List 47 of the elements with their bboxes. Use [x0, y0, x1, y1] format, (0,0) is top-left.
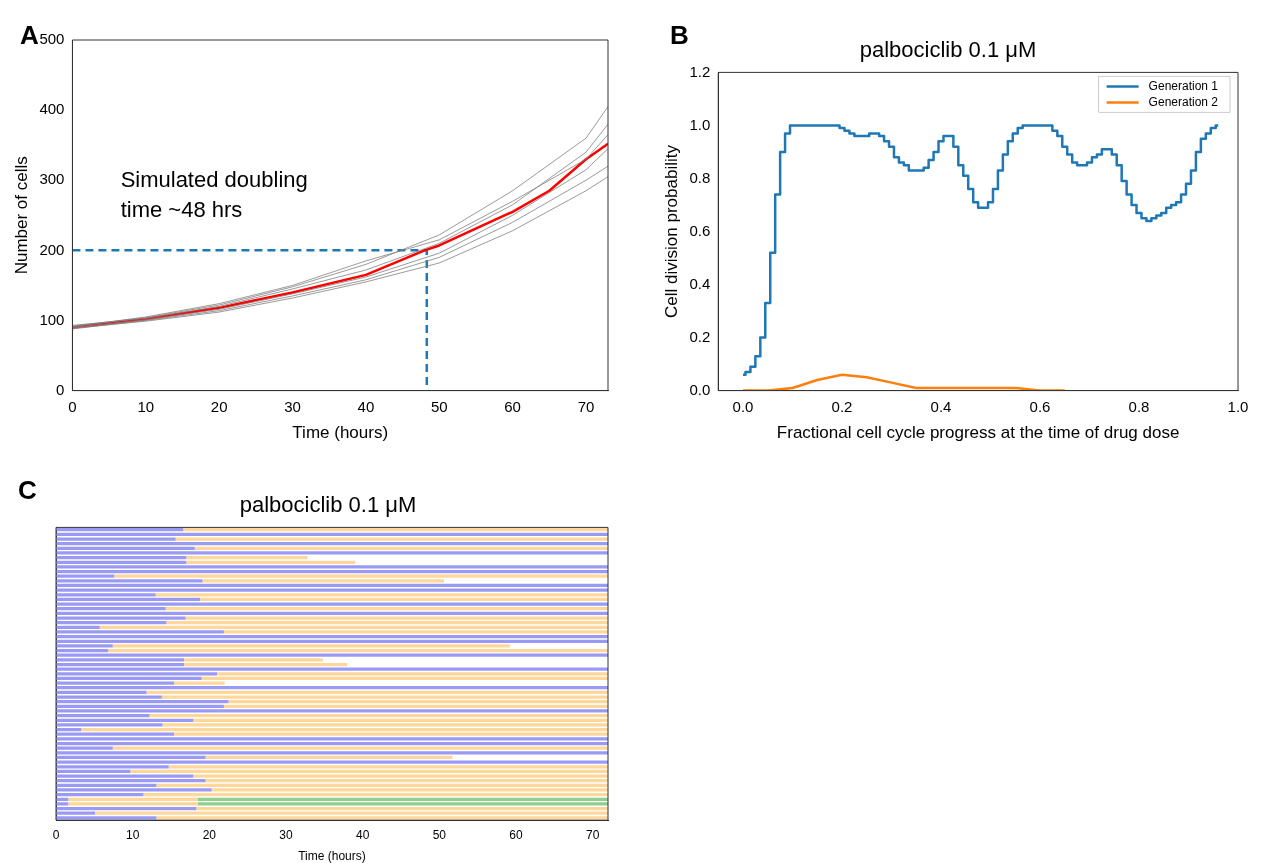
y-tick-label: 1.0: [689, 115, 711, 133]
text: B: [670, 20, 689, 51]
x-tick-label: 0: [68, 397, 77, 415]
x-tick-label: 60: [509, 827, 523, 842]
x-tick-label: 0.0: [732, 397, 754, 415]
y-tick-label: 0.2: [689, 327, 711, 345]
text: C: [18, 475, 37, 506]
x-tick-label: 0.6: [1029, 397, 1051, 415]
x-tick-label: 40: [355, 827, 370, 842]
y-tick-label: 1.2: [689, 62, 711, 80]
x-tick-label: 50: [430, 397, 448, 415]
x-tick-label: 70: [585, 827, 600, 842]
y-axis-title: Cell division probability: [661, 144, 681, 318]
x-tick-label: 10: [125, 827, 140, 842]
x-axis-title: Time (hours): [292, 423, 389, 443]
y-tick-label: 0.4: [689, 274, 711, 292]
y-tick-label: 400: [39, 100, 65, 118]
text: A: [20, 20, 39, 51]
legend-label: Generation 2: [1148, 94, 1219, 109]
y-tick-label: 0: [56, 380, 65, 398]
y-tick-label: 0.8: [689, 168, 711, 186]
x-axis-title: Fractional cell cycle progress at the time of drug dose: [776, 423, 1180, 443]
y-axis-title: Number of cells: [11, 156, 31, 275]
y-tick-label: 500: [39, 30, 65, 48]
x-tick-label: 70: [577, 397, 595, 415]
x-tick-label: 30: [279, 827, 293, 842]
x-tick-label: 0.8: [1128, 397, 1150, 415]
x-axis-title: Time (hours): [298, 849, 366, 863]
legend-label: Generation 1: [1148, 78, 1219, 93]
x-tick-label: 10: [137, 397, 155, 415]
x-tick-label: 20: [202, 827, 217, 842]
x-tick-label: 40: [357, 397, 375, 415]
y-tick-label: 200: [39, 240, 65, 258]
annotation: Simulated doubling time ~48 hrs: [120, 166, 308, 222]
x-tick-label: 0.4: [930, 397, 952, 415]
y-tick-label: 300: [39, 170, 65, 188]
y-tick-label: 0.0: [689, 380, 711, 398]
chart-title: palbociclib 0.1 μM: [859, 37, 1037, 63]
x-tick-label: 1.0: [1227, 397, 1249, 415]
x-tick-label: 0.2: [831, 397, 853, 415]
x-tick-label: 30: [284, 397, 301, 415]
x-tick-label: 50: [432, 827, 447, 842]
chart-title: palbociclib 0.1 μM: [239, 492, 417, 518]
x-tick-label: 20: [210, 397, 228, 415]
y-tick-label: 100: [39, 310, 65, 328]
x-tick-label: 60: [504, 397, 521, 415]
y-tick-label: 0.6: [689, 221, 711, 239]
